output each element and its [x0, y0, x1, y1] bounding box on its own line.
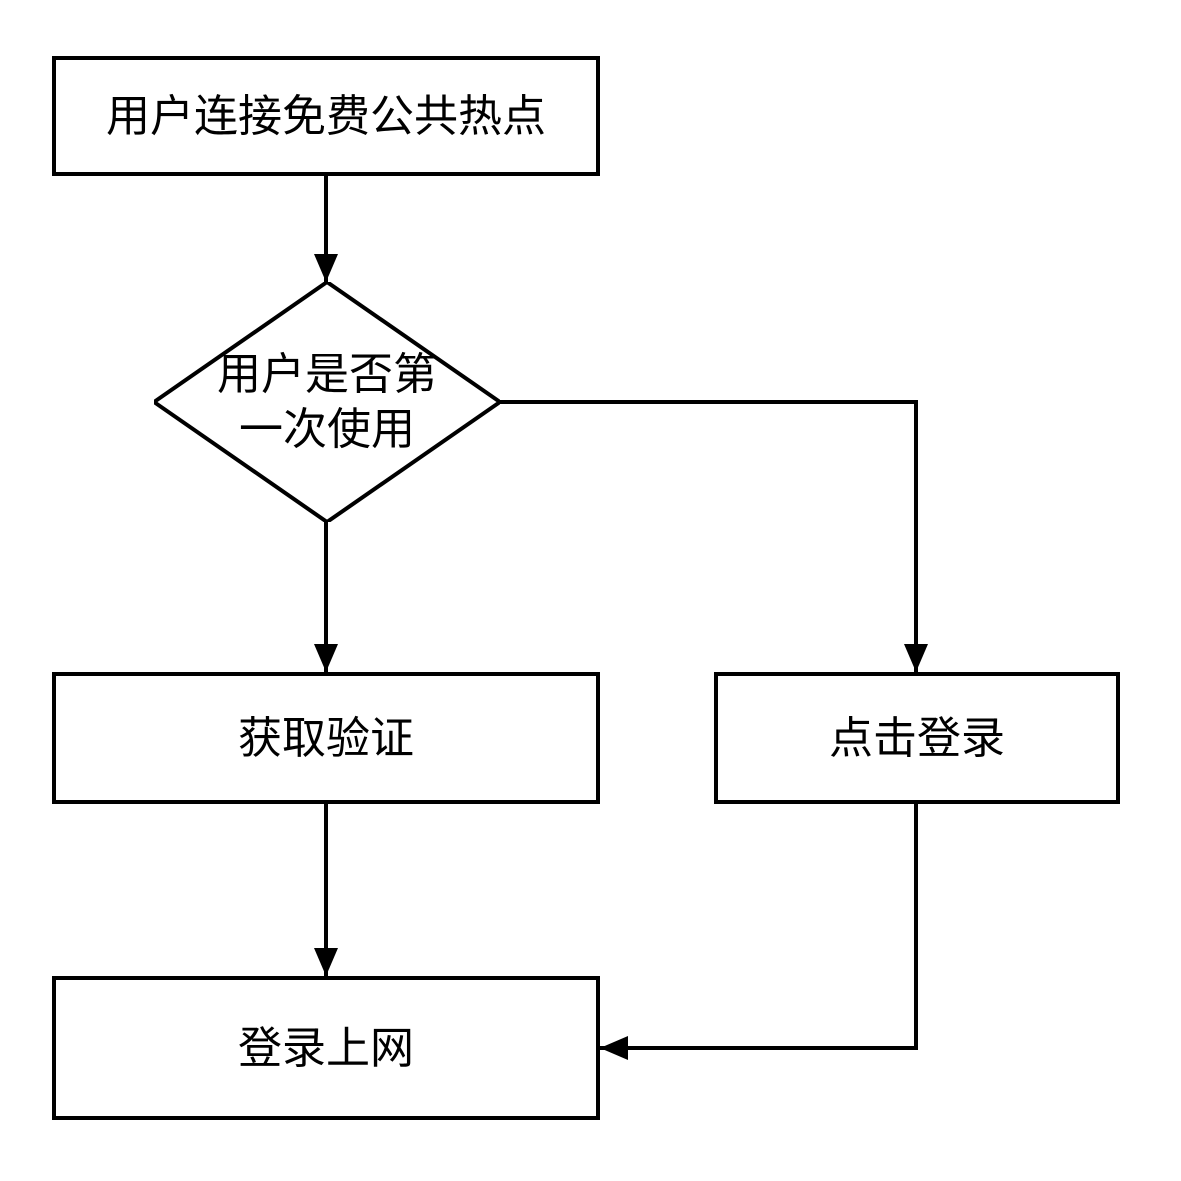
node-verify-label: 获取验证	[238, 711, 414, 766]
edge-decision-to-click_login	[470, 372, 946, 702]
node-login: 登录上网	[52, 976, 600, 1120]
flowchart-canvas: 用户连接免费公共热点用户是否第 一次使用获取验证 点击登录登录上网	[0, 0, 1181, 1181]
node-start: 用户连接免费公共热点	[52, 56, 600, 176]
node-start-label: 用户连接免费公共热点	[106, 89, 546, 144]
edge-decision-to-verify	[296, 492, 356, 702]
edge-verify-to-login	[296, 774, 356, 1006]
node-click_login-label: 点击登录	[829, 711, 1005, 766]
node-login-label: 登录上网	[238, 1021, 414, 1076]
node-decision: 用户是否第 一次使用	[154, 282, 500, 522]
node-verify: 获取验证	[52, 672, 600, 804]
edge-click_login-to-login	[570, 774, 946, 1078]
node-click_login: 点击登录	[714, 672, 1120, 804]
node-decision-label: 用户是否第 一次使用	[217, 347, 437, 457]
